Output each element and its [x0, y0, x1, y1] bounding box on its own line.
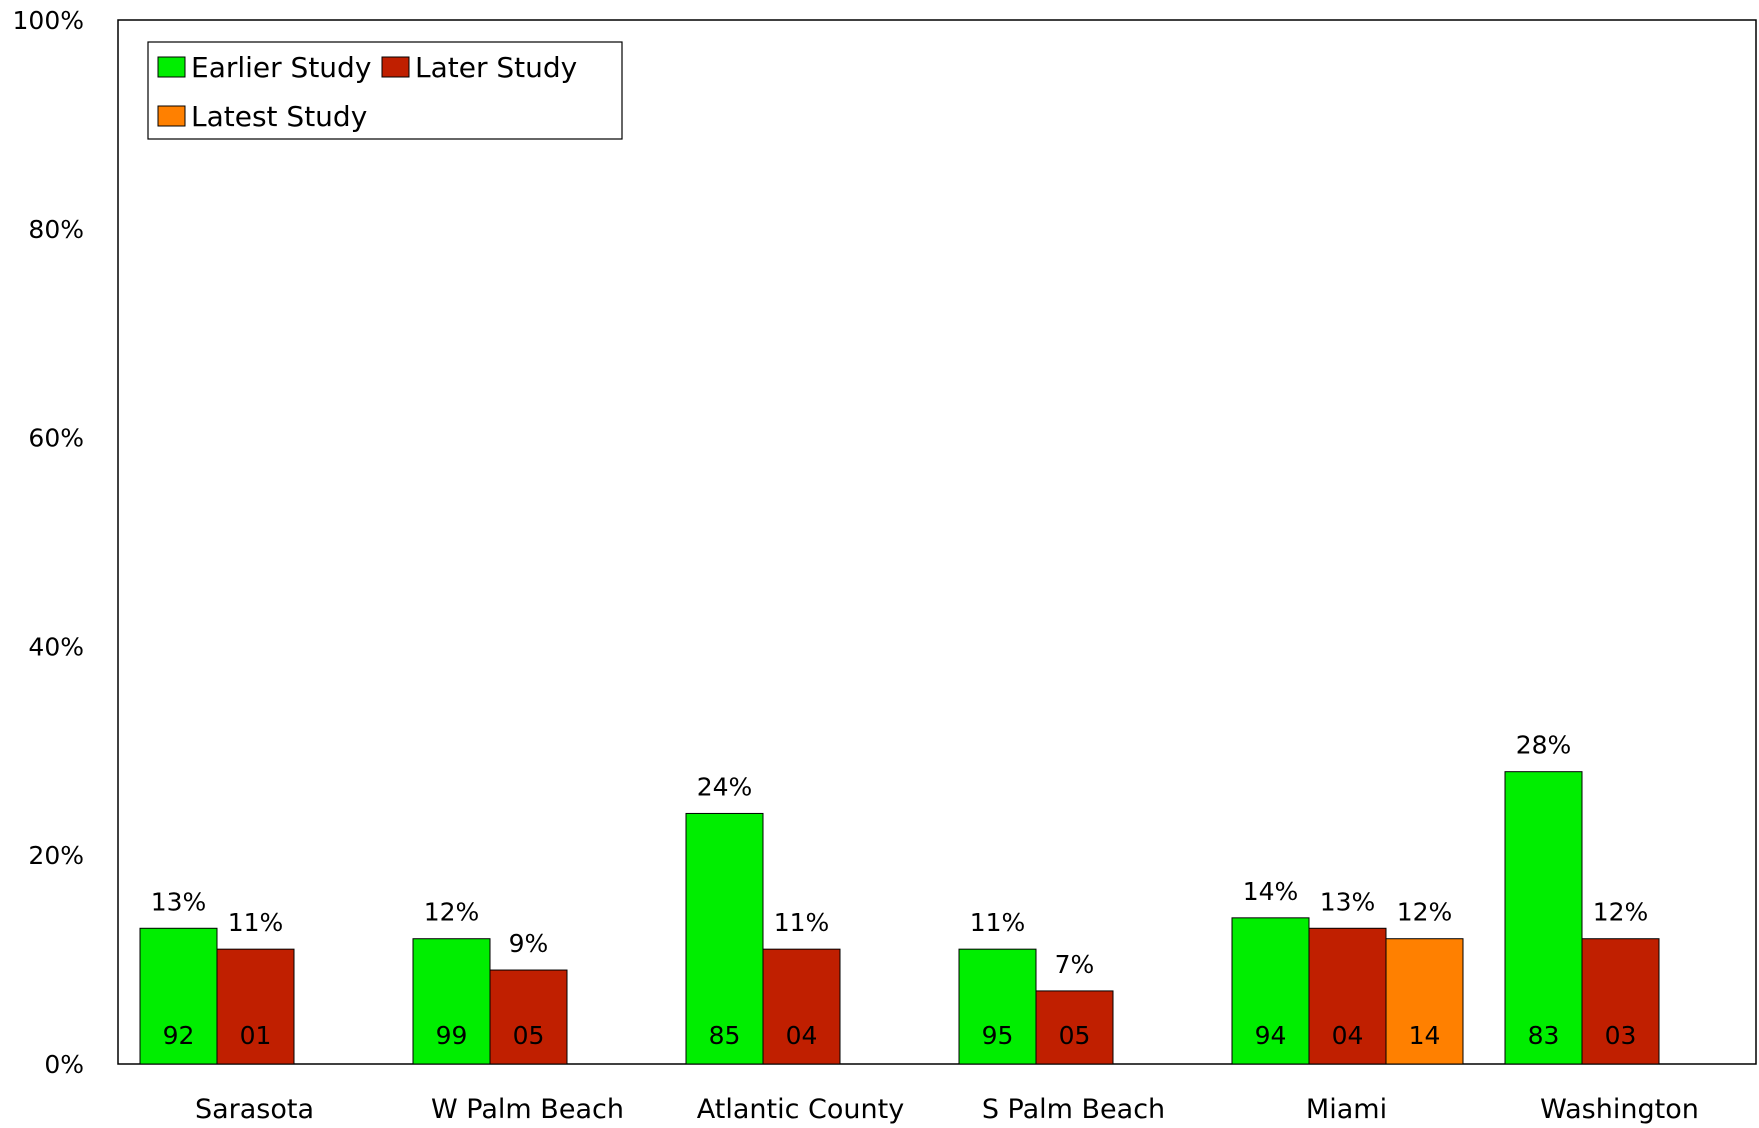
legend-swatch: [157, 56, 186, 78]
data-labels: 13% 92 11% 01 12% 99 9% 05 24% 85 11% 04 11% 95 7% 05 14…: [151, 731, 1649, 1050]
bar-inner-label: 85: [709, 1021, 741, 1050]
bar-later-study: [216, 948, 295, 1065]
bar-inner-label: 95: [982, 1021, 1014, 1050]
bar-inner-label: 05: [1059, 1021, 1091, 1050]
plot-area: [117, 19, 1757, 1065]
bar-value-label: 13%: [151, 887, 207, 916]
y-tick-label: 0%: [44, 1050, 84, 1079]
legend-entry-label: Later Study: [415, 51, 577, 84]
bar-value-label: 9%: [509, 929, 549, 958]
y-tick-label: 20%: [28, 841, 84, 870]
bar-latest-study: [1385, 938, 1464, 1065]
x-category-label: Atlantic County: [697, 1094, 904, 1125]
legend-swatch: [381, 56, 410, 78]
bar-value-label: 7%: [1055, 950, 1095, 979]
bar-value-label: 24%: [697, 772, 753, 801]
legend-entry-label: Latest Study: [191, 100, 367, 133]
bar-inner-label: 92: [163, 1021, 195, 1050]
bar-later-study: [762, 948, 841, 1065]
legend: Earlier Study Later Study Latest Study: [147, 41, 623, 140]
bar-earlier-study: [412, 938, 491, 1065]
bar-inner-label: 04: [786, 1021, 818, 1050]
bar-earlier-study: [1231, 917, 1310, 1065]
bar-inner-label: 05: [513, 1021, 545, 1050]
legend-swatch: [157, 105, 186, 127]
bar-earlier-study: [685, 812, 764, 1065]
x-category-label: W Palm Beach: [431, 1094, 624, 1125]
bar-series: [139, 771, 1660, 1065]
bar-later-study: [1581, 938, 1660, 1065]
x-category-label: Washington: [1540, 1094, 1699, 1125]
legend-entry-label: Earlier Study: [191, 51, 371, 84]
y-tick-label: 60%: [28, 424, 84, 453]
bar-value-label: 12%: [1397, 898, 1453, 927]
bar-value-label: 14%: [1243, 877, 1299, 906]
bar-value-label: 28%: [1516, 731, 1572, 760]
bar-value-label: 11%: [774, 908, 830, 937]
x-axis: Sarasota W Palm Beach Atlantic County S Pal…: [195, 1094, 1699, 1125]
bar-value-label: 11%: [228, 908, 284, 937]
bar-earlier-study: [958, 948, 1037, 1065]
bar-inner-label: 04: [1332, 1021, 1364, 1050]
bar-earlier-study: [139, 927, 218, 1065]
bar-inner-label: 83: [1528, 1021, 1560, 1050]
x-category-label: Miami: [1306, 1094, 1387, 1125]
bar-inner-label: 94: [1255, 1021, 1287, 1050]
bar-later-study: [489, 969, 568, 1065]
bar-value-label: 12%: [424, 898, 480, 927]
bar-later-study: [1035, 990, 1114, 1065]
y-tick-label: 80%: [28, 215, 84, 244]
bar-inner-label: 03: [1605, 1021, 1637, 1050]
bar-value-label: 12%: [1593, 898, 1649, 927]
bar-inner-label: 14: [1409, 1021, 1441, 1050]
y-tick-label: 100%: [13, 6, 84, 35]
y-axis: 0% 20% 40% 60% 80% 100%: [13, 6, 84, 1079]
bar-inner-label: 99: [436, 1021, 468, 1050]
bar-earlier-study: [1504, 771, 1583, 1065]
bar-inner-label: 01: [240, 1021, 272, 1050]
x-category-label: Sarasota: [195, 1094, 314, 1125]
y-tick-label: 40%: [28, 632, 84, 661]
bar-value-label: 13%: [1320, 887, 1376, 916]
x-category-label: S Palm Beach: [982, 1094, 1165, 1125]
bar-value-label: 11%: [970, 908, 1026, 937]
